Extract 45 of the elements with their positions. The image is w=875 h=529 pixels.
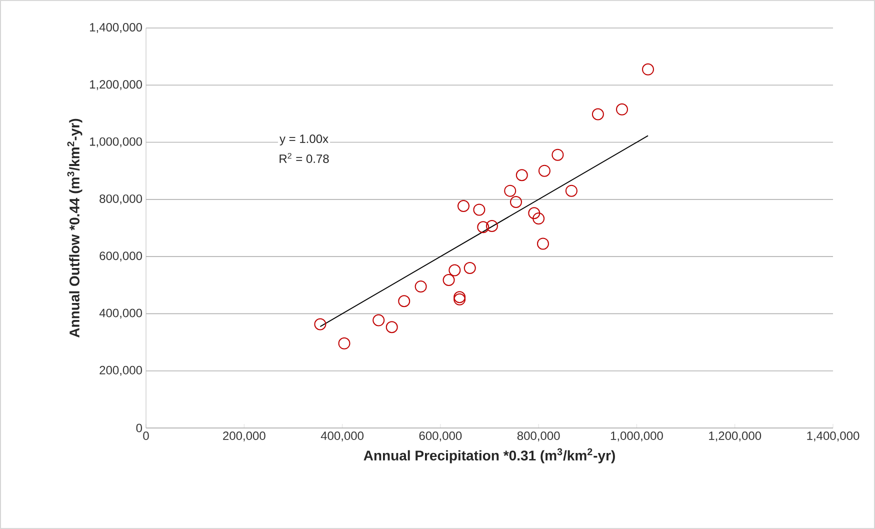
x-tick-label: 1,400,000 <box>807 432 860 442</box>
y-tick-label: 800,000 <box>100 194 142 204</box>
x-tick-label: 1,000,000 <box>610 432 663 442</box>
point <box>486 220 498 232</box>
x-tick-label: 200,000 <box>223 432 266 442</box>
point <box>528 207 540 220</box>
x-tick-label: 800,000 <box>517 432 560 442</box>
point <box>372 314 385 326</box>
point <box>552 148 564 161</box>
point <box>386 321 398 334</box>
point <box>504 184 516 197</box>
point <box>464 262 476 274</box>
x-axis-title: Annual Precipitation *0.31 (m$^{3}$/km$^{2}$-yr) <box>364 448 615 464</box>
annotation: y = 1.00x <box>280 134 328 146</box>
point <box>314 318 326 330</box>
x-tick-label: 400,000 <box>320 432 364 442</box>
y-tick-label: 200,000 <box>100 366 142 376</box>
point <box>592 108 604 120</box>
point <box>414 280 427 293</box>
y-tick-label: 400,000 <box>99 308 142 319</box>
y-tick-label: 1,400,000 <box>90 23 142 33</box>
y-axis-title: Annual Outflow *0.44 (m$^{3}$/km$^{2}$-yr) <box>67 118 82 338</box>
x-tick-label: 1,200,000 <box>709 432 762 442</box>
point <box>448 264 461 276</box>
point <box>477 221 490 234</box>
point <box>565 184 578 197</box>
annotation: R$^{2}$ = 0.78 <box>280 152 329 164</box>
point <box>457 200 470 212</box>
x-tick-label: 600,000 <box>419 432 462 442</box>
point <box>616 103 628 116</box>
point <box>642 63 654 76</box>
point <box>536 238 549 250</box>
y-tick-label: 600,000 <box>100 252 142 262</box>
point <box>398 295 410 308</box>
point <box>338 337 350 350</box>
point <box>473 204 486 216</box>
point <box>532 212 545 225</box>
y-tick-label: 1,200,000 <box>90 80 142 90</box>
y-tick-label: 0 <box>136 424 142 432</box>
y-tick-label: 1,000,000 <box>90 137 142 148</box>
point <box>510 196 522 208</box>
x-tick-label: 0 <box>143 432 149 440</box>
point <box>442 274 455 286</box>
point <box>516 169 528 182</box>
point <box>538 164 550 177</box>
